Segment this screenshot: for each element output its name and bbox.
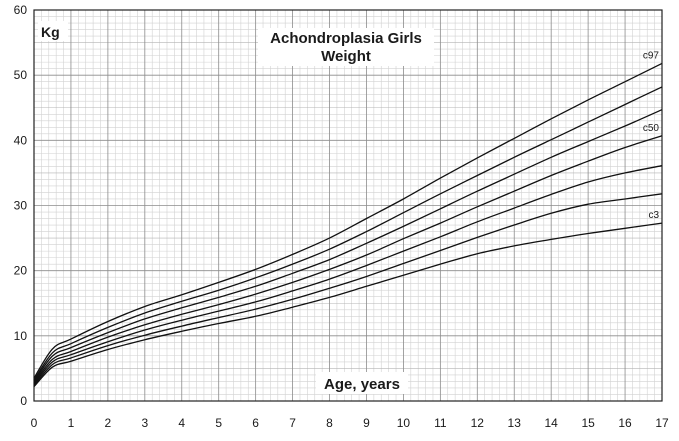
series-line-3 xyxy=(33,109,663,382)
series-lines xyxy=(33,62,663,388)
y-tick-label: 30 xyxy=(14,199,28,213)
x-tick-label: 3 xyxy=(141,416,148,430)
x-tick-label: 13 xyxy=(508,416,522,430)
plot-frame xyxy=(33,9,663,402)
x-tick-label: 14 xyxy=(544,416,558,430)
x-tick-label: 2 xyxy=(105,416,112,430)
x-tick-label: 7 xyxy=(289,416,296,430)
series-line-6 xyxy=(33,193,663,386)
x-tick-label: 17 xyxy=(655,416,669,430)
series-label-c97: c97 xyxy=(643,50,660,61)
x-axis-label: Age, years xyxy=(324,376,400,393)
x-tick-label: 1 xyxy=(68,416,75,430)
y-tick-label: 20 xyxy=(14,264,28,278)
x-tick-label: 12 xyxy=(471,416,485,430)
series-label-c3: c3 xyxy=(648,210,659,221)
series-line-5 xyxy=(33,165,663,385)
x-tick-label: 8 xyxy=(326,416,333,430)
y-tick-label: 0 xyxy=(20,394,27,408)
x-tick-label: 5 xyxy=(215,416,222,430)
y-tick-label: 10 xyxy=(14,329,28,343)
series-line-7 xyxy=(33,222,663,388)
x-tick-label: 9 xyxy=(363,416,370,430)
series-line-4 xyxy=(33,135,663,384)
series-labels: c97 c50 c3 xyxy=(643,50,660,221)
x-label-backdrop xyxy=(316,372,408,394)
y-label-backdrop xyxy=(38,21,68,41)
chart-subtitle: Weight xyxy=(321,48,371,65)
x-tick-label: 0 xyxy=(31,416,38,430)
series-label-c50: c50 xyxy=(643,123,660,134)
y-tick-label: 40 xyxy=(14,133,28,147)
x-tick-label: 4 xyxy=(178,416,185,430)
y-tick-label: 60 xyxy=(14,3,28,17)
x-tick-label: 15 xyxy=(581,416,595,430)
y-tick-label: 50 xyxy=(14,68,28,82)
series-line-1 xyxy=(33,62,663,379)
y-axis-label: Kg xyxy=(41,24,60,40)
x-tick-label: 6 xyxy=(252,416,259,430)
x-tick-label: 16 xyxy=(618,416,632,430)
x-tick-labels: 0 1 2 3 4 5 6 7 8 9 10 11 12 13 14 15 16 17 xyxy=(31,416,669,430)
series-line-2 xyxy=(33,86,663,381)
y-tick-labels: 0 10 20 30 40 50 60 xyxy=(14,3,28,408)
x-tick-label: 10 xyxy=(397,416,411,430)
chart-title: Achondroplasia Girls xyxy=(270,30,422,47)
title-backdrop xyxy=(258,28,434,66)
x-tick-label: 11 xyxy=(434,416,447,430)
